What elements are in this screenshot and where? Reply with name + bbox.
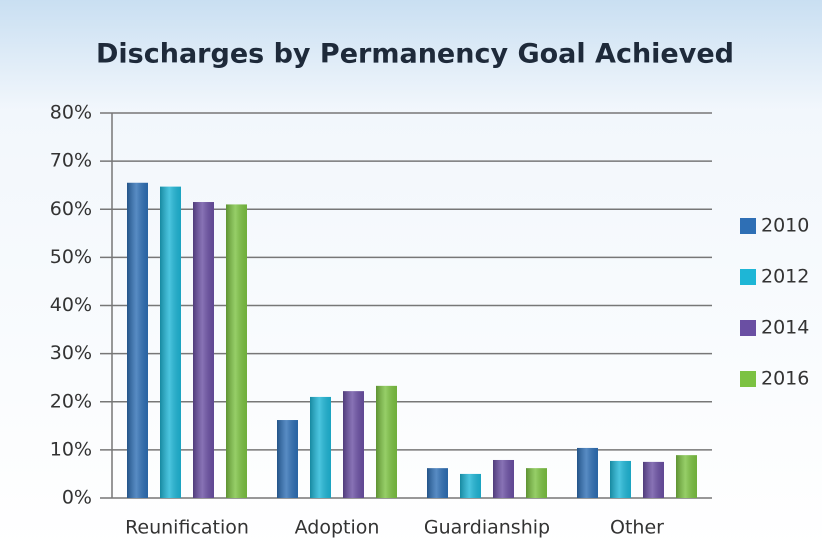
- bar-shade: [310, 396, 331, 498]
- legend-label: 2016: [761, 368, 809, 390]
- x-tick-label: Other: [610, 517, 664, 539]
- x-tick-label: Reunification: [125, 517, 249, 539]
- y-tick-label: 60%: [50, 198, 92, 220]
- bar-shade: [193, 202, 214, 498]
- y-tick-label: 80%: [50, 102, 92, 124]
- bar-shade: [676, 455, 697, 498]
- bar-shade: [343, 391, 364, 498]
- bar-shade: [493, 459, 514, 498]
- legend-swatch: [740, 269, 756, 285]
- y-tick-label: 20%: [50, 390, 92, 412]
- legend-swatch: [740, 218, 756, 234]
- y-tick-label: 30%: [50, 342, 92, 364]
- y-tick-label: 50%: [50, 246, 92, 268]
- bar-shade: [277, 420, 298, 498]
- bar-shade: [610, 460, 631, 498]
- legend-swatch: [740, 320, 756, 336]
- legend-label: 2012: [761, 266, 809, 288]
- y-tick-label: 10%: [50, 438, 92, 460]
- y-tick-label: 40%: [50, 294, 92, 316]
- bar-shade: [577, 447, 598, 498]
- bar-shade: [526, 468, 547, 498]
- y-tick-label: 70%: [50, 150, 92, 172]
- bar-shade: [643, 461, 664, 498]
- x-tick-label: Adoption: [295, 517, 380, 539]
- legend-swatch: [740, 371, 756, 387]
- bar-shade: [460, 473, 481, 498]
- legend-label: 2010: [761, 215, 809, 237]
- bar-shade: [427, 468, 448, 498]
- bar-shade: [376, 385, 397, 498]
- bar-shade: [226, 204, 247, 498]
- legend-label: 2014: [761, 317, 809, 339]
- x-tick-label: Guardianship: [424, 517, 550, 539]
- bar-shade: [160, 186, 181, 498]
- y-tick-label: 0%: [62, 487, 92, 509]
- bar-shade: [127, 182, 148, 498]
- chart-title: Discharges by Permanency Goal Achieved: [96, 39, 734, 70]
